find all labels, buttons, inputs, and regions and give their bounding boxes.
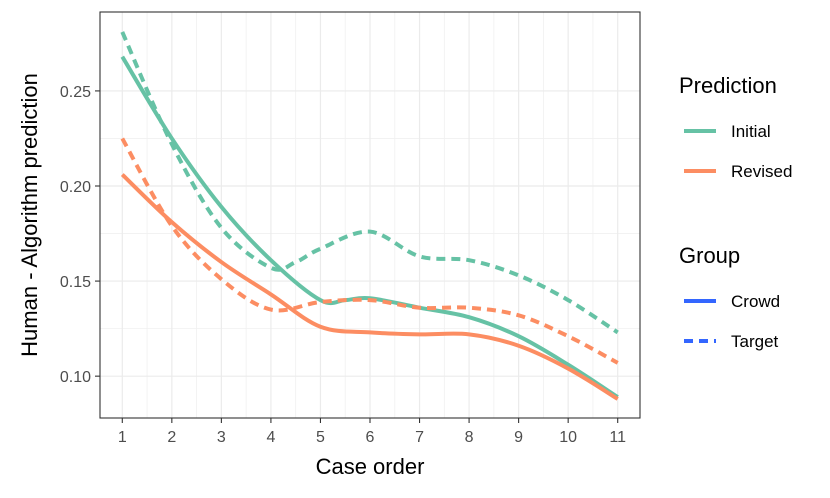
x-tick-label: 11 [609,429,626,446]
legend-label-crowd: Crowd [731,292,780,311]
x-axis-title: Case order [316,454,425,479]
y-tick-label: 0.25 [60,84,91,101]
x-axis-ticks: 1 2 3 4 5 6 7 8 9 10 11 [118,418,626,446]
y-tick-label: 0.15 [60,274,91,291]
x-tick-label: 10 [559,429,577,446]
y-tick-label: 0.20 [60,179,91,196]
major-gridlines [100,12,640,418]
y-tick-label: 0.10 [60,369,91,386]
legend-group: Group Crowd Target [679,243,780,351]
legend-prediction-title: Prediction [679,73,777,98]
x-tick-label: 5 [316,429,325,446]
y-axis-ticks: 0.10 0.15 0.20 0.25 [60,84,100,386]
series-line-initial-crowd [120,55,619,399]
x-tick-label: 6 [366,429,375,446]
legend-prediction: Prediction Initial Revised [679,73,792,181]
legend-label-target: Target [731,332,779,351]
series-lines [120,31,619,401]
x-tick-label: 3 [217,429,226,446]
legend-group-title: Group [679,243,740,268]
legend-label-revised: Revised [731,162,792,181]
x-tick-label: 7 [415,429,424,446]
legend-label-initial: Initial [731,122,771,141]
x-tick-label: 8 [465,429,474,446]
series-line-revised-crowd [120,173,619,401]
x-tick-label: 1 [118,429,127,446]
x-tick-label: 4 [266,429,275,446]
series-line-initial-target [120,31,619,335]
y-axis-title: Human - Algorithm prediction [17,73,42,357]
x-tick-label: 2 [167,429,176,446]
x-tick-label: 9 [514,429,523,446]
